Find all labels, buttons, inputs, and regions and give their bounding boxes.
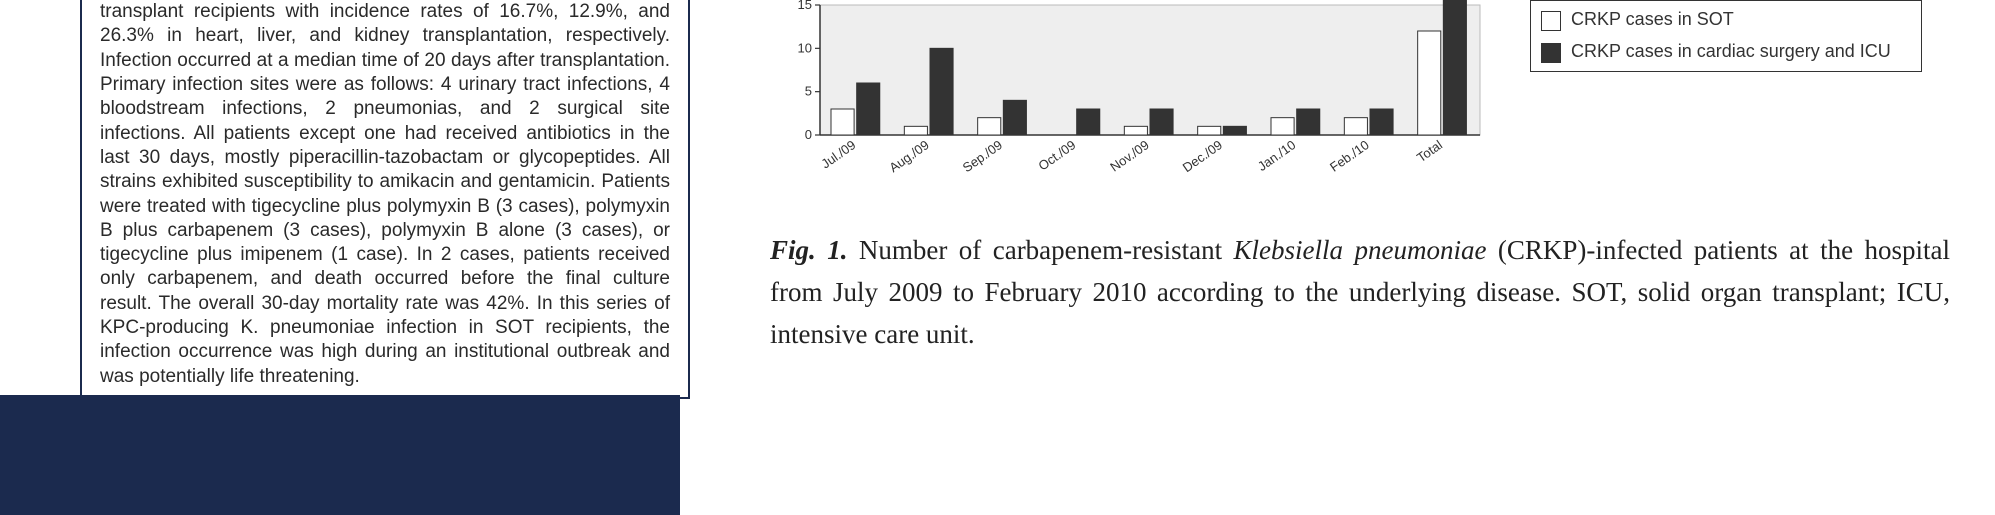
page-container: transplant recipients with incidence rat… — [0, 0, 1995, 509]
legend-label: CRKP cases in cardiac surgery and ICU — [1571, 41, 1891, 62]
svg-text:Nov./09: Nov./09 — [1107, 137, 1152, 174]
legend-item: CRKP cases in SOT — [1541, 9, 1911, 31]
svg-text:Aug./09: Aug./09 — [886, 137, 931, 175]
legend-swatch — [1541, 11, 1561, 31]
presentation-band — [0, 395, 680, 515]
svg-text:10: 10 — [798, 40, 812, 55]
caption-lead: Number of carbapenem-resistant — [859, 235, 1234, 265]
svg-text:Feb./10: Feb./10 — [1327, 137, 1372, 175]
species-name: Klebsiella pneumoniae — [1234, 235, 1487, 265]
legend-item: CRKP cases in cardiac surgery and ICU — [1541, 41, 1911, 63]
svg-text:Total: Total — [1414, 137, 1445, 165]
svg-text:Dec./09: Dec./09 — [1180, 137, 1225, 175]
bar-chart: 0 5 10 15 Jul./09 Aug./09 Sep./09 Oct./09 Nov./0… — [770, 0, 1490, 180]
left-column: transplant recipients with incidence rat… — [0, 0, 680, 509]
svg-text:5: 5 — [805, 84, 812, 99]
svg-text:Oct./09: Oct./09 — [1035, 137, 1078, 173]
svg-text:Jan./10: Jan./10 — [1255, 137, 1299, 174]
svg-text:Sep./09: Sep./09 — [960, 137, 1005, 175]
abstract-text: transplant recipients with incidence rat… — [100, 1, 670, 387]
chart-wrap: 0 5 10 15 Jul./09 Aug./09 Sep./09 Oct./09 Nov./0… — [770, 0, 1490, 180]
abstract-box: transplant recipients with incidence rat… — [80, 0, 690, 399]
svg-text:15: 15 — [798, 0, 812, 12]
legend-label: CRKP cases in SOT — [1571, 9, 1734, 30]
chart-legend: CRKP cases in SOT CRKP cases in cardiac … — [1530, 0, 1922, 72]
figure-label: Fig. 1. — [770, 235, 847, 265]
svg-text:0: 0 — [805, 127, 812, 142]
legend-swatch — [1541, 43, 1561, 63]
svg-text:Jul./09: Jul./09 — [818, 137, 858, 171]
right-column: 0 5 10 15 Jul./09 Aug./09 Sep./09 Oct./09 Nov./0… — [680, 0, 1995, 509]
figure-caption: Fig. 1. Number of carbapenem-resistant K… — [770, 230, 1950, 356]
